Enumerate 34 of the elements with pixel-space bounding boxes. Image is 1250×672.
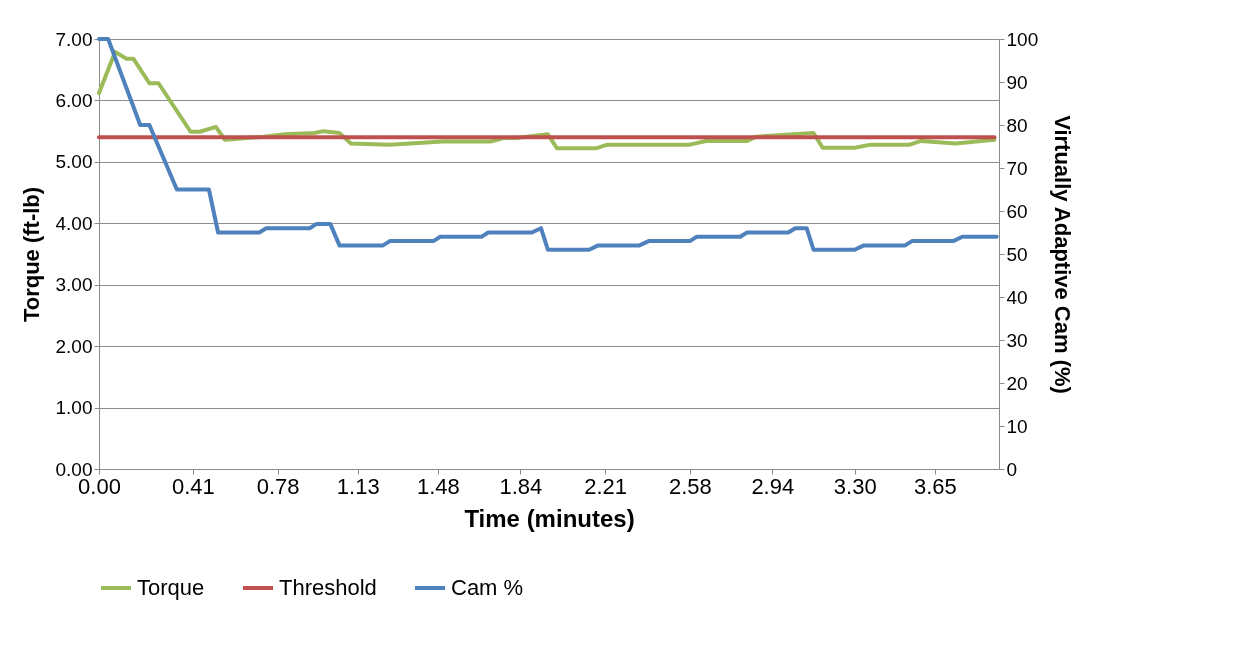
x-tick-label: 2.21 bbox=[584, 473, 628, 499]
y2-tick-label: 40 bbox=[1006, 286, 1028, 308]
y2-tick-label: 20 bbox=[1006, 372, 1028, 394]
y2-tick-label: 30 bbox=[1006, 329, 1028, 351]
legend-label: Torque bbox=[137, 575, 205, 600]
y2-tick-label: 80 bbox=[1006, 114, 1028, 136]
x-tick-label: 1.84 bbox=[499, 473, 543, 499]
x-tick-label: 3.30 bbox=[833, 473, 877, 499]
x-axis-title: Time (minutes) bbox=[464, 504, 635, 532]
x-tick-label: 1.48 bbox=[417, 473, 460, 499]
y-axis-title: Torque (ft-lb) bbox=[18, 186, 44, 323]
x-tick-label: 2.94 bbox=[751, 473, 795, 499]
y2-tick-label: 0 bbox=[1006, 458, 1018, 480]
x-tick-label: 0.41 bbox=[171, 473, 215, 499]
y2-tick-label: 10 bbox=[1006, 415, 1028, 437]
y-tick-label: 7.00 bbox=[55, 28, 93, 50]
x-tick-label: 1.13 bbox=[336, 473, 380, 499]
x-tick-label: 0.78 bbox=[256, 473, 300, 499]
y2-tick-label: 90 bbox=[1006, 71, 1028, 93]
x-tick-label: 2.58 bbox=[668, 473, 712, 499]
y-tick-label: 4.00 bbox=[55, 212, 93, 234]
legend-label: Cam % bbox=[451, 575, 524, 600]
x-tick-label: 3.65 bbox=[913, 473, 957, 499]
y-tick-label: 2.00 bbox=[55, 335, 93, 357]
y-tick-label: 6.00 bbox=[55, 89, 93, 111]
y-tick-label: 1.00 bbox=[55, 397, 93, 419]
y2-tick-label: 60 bbox=[1006, 200, 1028, 222]
y2-tick-label: 50 bbox=[1006, 243, 1028, 265]
y2-tick-label: 70 bbox=[1006, 157, 1028, 179]
y-tick-label: 5.00 bbox=[55, 151, 93, 173]
y-tick-label: 3.00 bbox=[55, 274, 93, 296]
y2-tick-label: 100 bbox=[1006, 28, 1039, 50]
y2-axis-title: Virtually Adaptive Cam (%) bbox=[1050, 115, 1076, 394]
legend-label: Threshold bbox=[279, 575, 377, 600]
